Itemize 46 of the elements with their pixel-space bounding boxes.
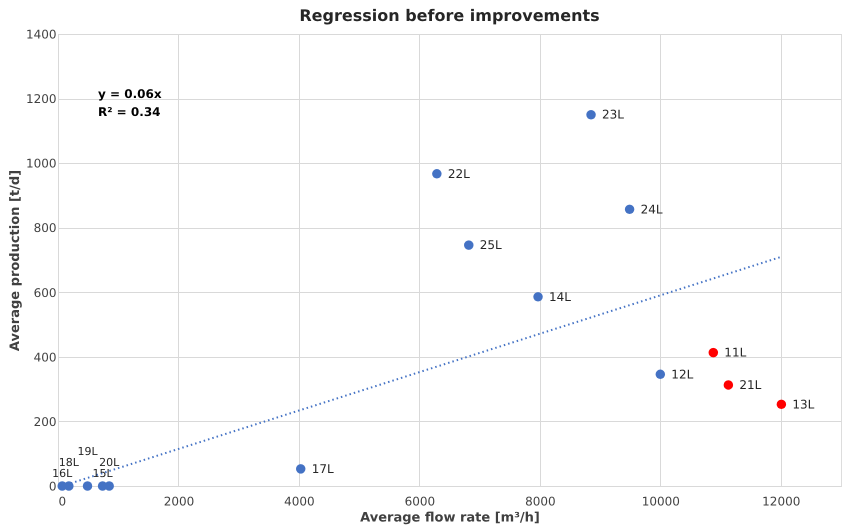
annotation: 20L [99,456,120,469]
point [724,380,734,390]
y-tick-label: 0 [48,480,56,494]
point [82,481,92,491]
x-tick-label: 2000 [164,494,194,508]
x-tick-label: 10000 [642,494,680,508]
y-axis-title: Average production [t/d] [8,170,23,352]
x-tick-label: 0 [58,494,66,508]
annotation: 12L [671,367,694,382]
annotation: 17L [312,462,334,476]
annotation: 23L [602,108,624,122]
annotation: 22L [448,166,470,181]
point [464,240,474,250]
x-tick-label: 8000 [525,494,556,508]
point [624,204,634,214]
point [104,481,114,491]
point [586,110,596,120]
y-tick-label: 600 [34,286,56,300]
annotation: y = 0.06x [98,87,162,101]
chart-title: Regression before improvements [299,6,600,25]
point [656,370,666,380]
x-tick-label: 12000 [762,494,800,508]
annotation: 16L [52,467,74,480]
x-tick-label: 6000 [404,494,436,508]
point [708,348,718,358]
annotation: 13L [792,397,815,412]
annotation: R² = 0.34 [98,105,161,119]
y-tick-label: 1400 [26,28,56,42]
annotation: 21L [739,378,762,392]
y-tick-label: 800 [34,221,56,236]
y-tick-label: 400 [34,350,56,364]
annotation: 19L [77,445,98,458]
annotation: 18L [58,456,80,469]
point [533,292,543,302]
x-tick-label: 4000 [284,494,315,508]
annotation: 14L [549,290,572,304]
y-tick-label: 200 [34,414,56,429]
y-tick-label: 1200 [26,92,56,106]
annotation: 24L [640,202,663,216]
point [432,169,442,179]
annotation: 25L [480,238,502,252]
point [296,464,306,474]
annotation: 11L [724,346,747,360]
point [776,400,786,410]
x-axis-title: Average flow rate [m³/h] [360,510,540,526]
y-tick-label: 1000 [26,156,56,171]
